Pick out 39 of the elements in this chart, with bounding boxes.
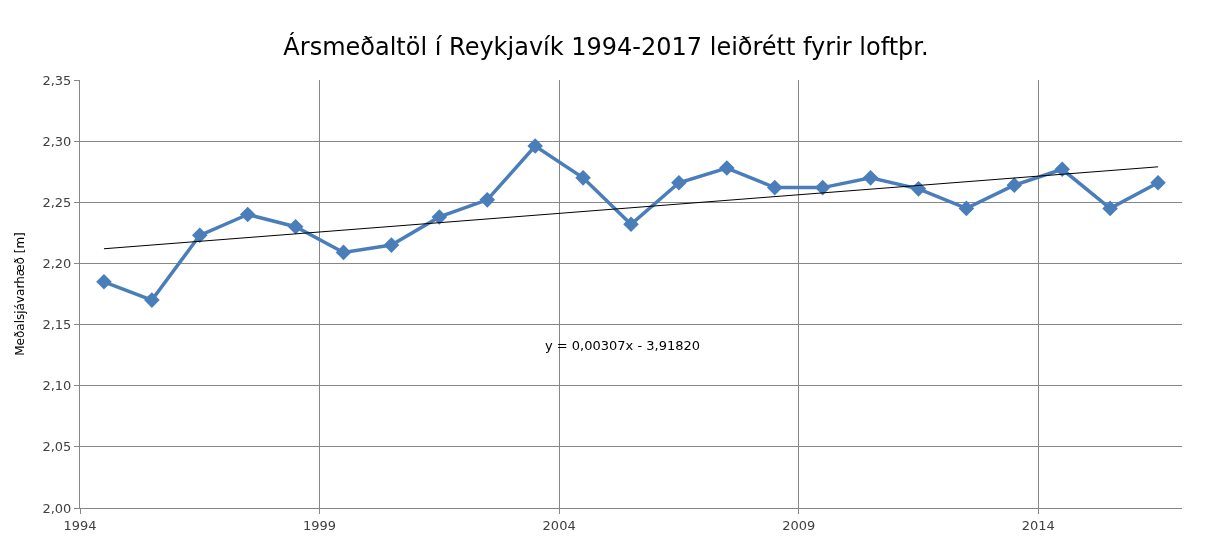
y-tick-label: 2,30 bbox=[42, 133, 72, 149]
point bbox=[671, 174, 687, 191]
point bbox=[862, 170, 879, 186]
point bbox=[335, 244, 352, 261]
point bbox=[814, 179, 831, 196]
chart-title: Ársmeðaltöl í Reykjavík 1994-2017 leiðrétt fyrir loftþr. bbox=[283, 32, 929, 62]
y-tick-label: 2,35 bbox=[42, 72, 72, 88]
x-tick-label: 1994 bbox=[63, 517, 97, 533]
point bbox=[191, 227, 208, 244]
point bbox=[1102, 200, 1118, 217]
point bbox=[910, 181, 927, 197]
point bbox=[239, 206, 256, 223]
point bbox=[623, 216, 639, 233]
y-tick-label: 2,25 bbox=[42, 194, 72, 210]
x-tick-label: 2009 bbox=[782, 517, 816, 533]
y-axis-title: Meðalsjávarhæð [m] bbox=[12, 232, 27, 356]
x-tick-label: 1999 bbox=[303, 517, 337, 533]
y-tick-label: 2,20 bbox=[42, 255, 72, 271]
point bbox=[383, 237, 400, 253]
point bbox=[575, 170, 591, 186]
y-tick-label: 2,15 bbox=[42, 317, 72, 333]
point bbox=[958, 200, 975, 217]
point bbox=[431, 209, 448, 225]
y-tick-label: 2,10 bbox=[42, 378, 72, 394]
point bbox=[719, 160, 735, 176]
point bbox=[96, 273, 112, 290]
y-tick-label: 2,00 bbox=[42, 500, 72, 516]
annotation: y = 0,00307x - 3,91820 bbox=[545, 338, 701, 353]
point bbox=[527, 138, 543, 154]
point bbox=[479, 192, 496, 208]
y-tick-label: 2,05 bbox=[42, 439, 72, 455]
point bbox=[766, 179, 783, 196]
x-tick-label: 2004 bbox=[542, 517, 576, 533]
point bbox=[1006, 177, 1023, 193]
point bbox=[1150, 174, 1166, 191]
point bbox=[287, 218, 304, 235]
point bbox=[1054, 161, 1071, 178]
x-tick-label: 2014 bbox=[1021, 517, 1055, 533]
point bbox=[144, 292, 160, 308]
